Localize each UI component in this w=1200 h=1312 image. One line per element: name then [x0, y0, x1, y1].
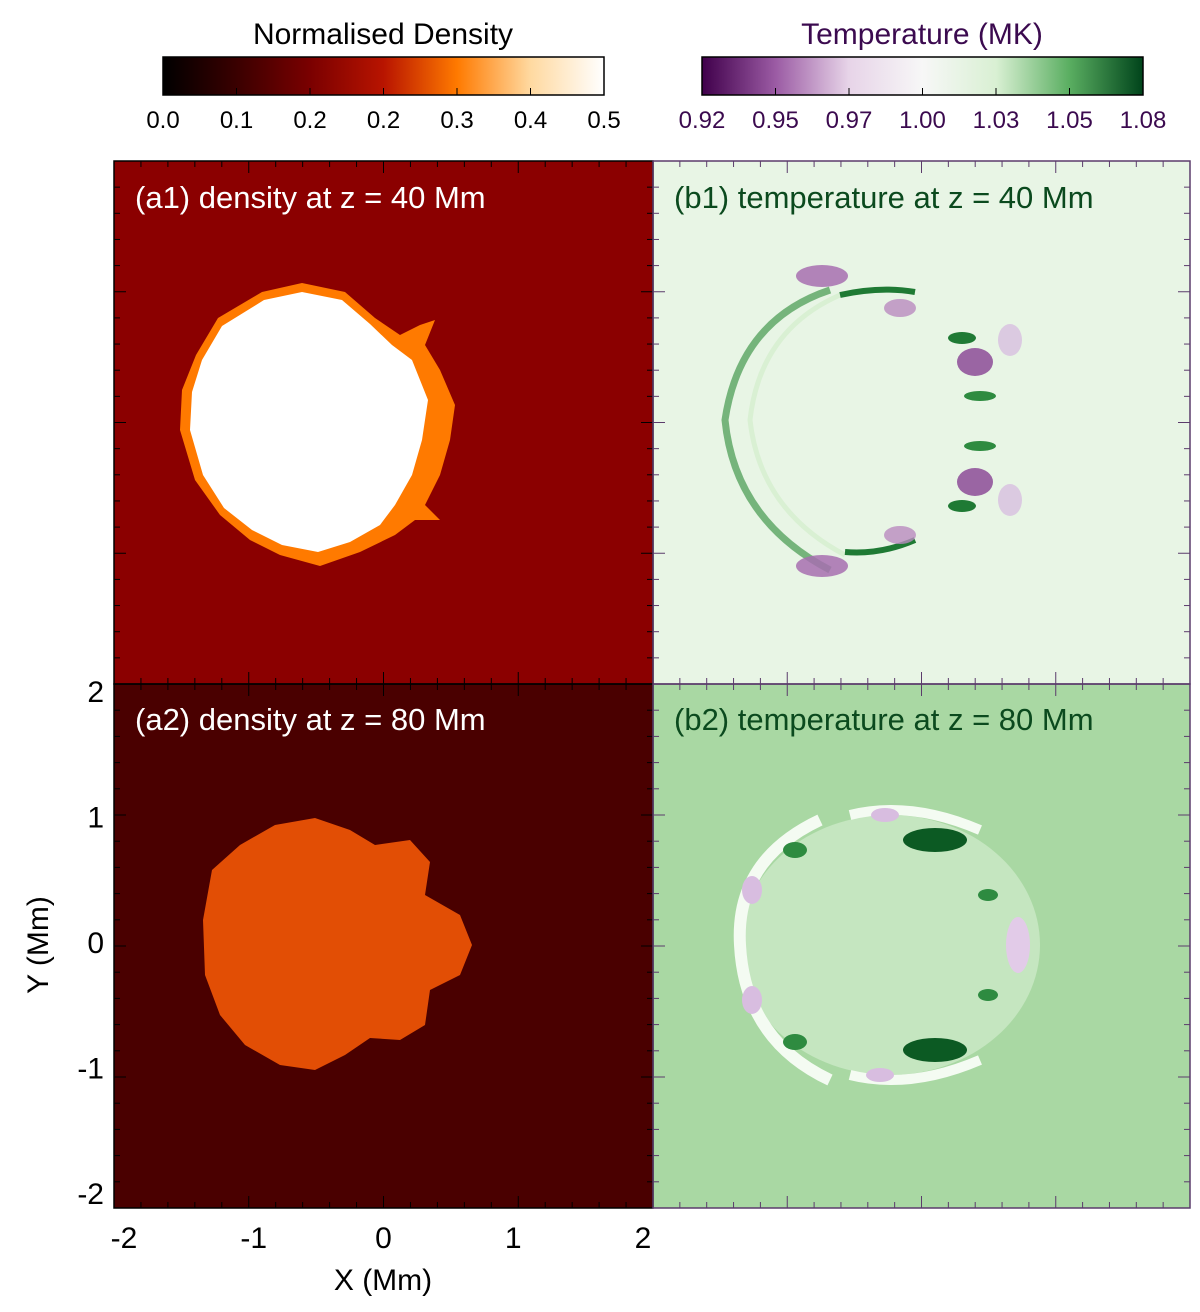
panel-b2-inner-region — [740, 815, 1040, 1075]
panel-b1-purple-spot-1 — [796, 265, 848, 287]
panel-b2-purple-spot-5 — [1006, 917, 1030, 973]
y-tick-label-4: -2 — [77, 1178, 104, 1211]
temperature-colorbar-tick-label-2: 0.97 — [826, 107, 873, 134]
panel-b2-label: (b2) temperature at z = 80 Mm — [674, 702, 1094, 737]
density-colorbar-tick-label-2: 0.2 — [293, 107, 326, 134]
panel-b1-green-spot-4 — [948, 500, 976, 512]
x-axis-label: X (Mm) — [334, 1264, 432, 1297]
panel-a1: (a1) density at z = 40 Mm — [114, 161, 653, 684]
x-tick-label-4: 2 — [635, 1222, 652, 1255]
panel-a2-density-blob — [203, 818, 472, 1070]
panel-b2-purple-spot-3 — [871, 808, 899, 822]
panel-a2: (a2) density at z = 80 Mm — [114, 684, 653, 1208]
y-tick-label-2: 0 — [87, 927, 104, 960]
panel-b1-label: (b1) temperature at z = 40 Mm — [674, 180, 1094, 215]
panel-b2-dark-green-spot-2 — [903, 1038, 967, 1062]
panel-b1-purple-spot-6 — [796, 555, 848, 577]
y-tick-label-0: 2 — [87, 676, 104, 709]
panel-b1-green-spot-1 — [948, 332, 976, 344]
panel-a2-label: (a2) density at z = 80 Mm — [135, 702, 486, 737]
panel-b2-purple-spot-4 — [866, 1068, 894, 1082]
panel-b2-green-spot-2 — [783, 1034, 807, 1050]
panel-b2-ring-white — [733, 814, 833, 1086]
density-colorbar: Normalised Density 0.0 0.1 0.2 0.2 0.3 0.4 0.5 — [146, 18, 620, 134]
panel-b1-purple-spot-3 — [957, 348, 993, 376]
temperature-colorbar-tick-label-6: 1.08 — [1120, 107, 1167, 134]
panel-a1-density-blob-core — [190, 292, 428, 552]
panel-b1-purple-spot-5 — [884, 526, 916, 544]
x-tick-label-2: 0 — [375, 1222, 392, 1255]
panel-a1-label: (a1) density at z = 40 Mm — [135, 180, 486, 215]
x-tick-label-0: -2 — [111, 1222, 138, 1255]
y-tick-label-1: 1 — [87, 802, 104, 835]
temperature-colorbar-tick-label-3: 1.00 — [899, 107, 946, 134]
panel-b2-purple-spot-1 — [742, 876, 762, 904]
panel-b2-bottom-arc — [848, 1055, 982, 1085]
panel-b1-pale-spot-2 — [998, 484, 1022, 516]
y-tick-label-3: -1 — [77, 1053, 104, 1086]
panel-b1-background — [653, 161, 1190, 684]
density-colorbar-title: Normalised Density — [253, 18, 513, 51]
temperature-colorbar-tick-label-5: 1.05 — [1046, 107, 1093, 134]
panel-b2-green-spot-1 — [783, 842, 807, 858]
panel-b2: (b2) temperature at z = 80 Mm — [653, 684, 1190, 1208]
density-colorbar-tick-label-0: 0.0 — [146, 107, 179, 134]
panel-b2-top-arc — [848, 805, 982, 835]
panel-b2-purple-spot-2 — [742, 986, 762, 1014]
panel-b2-green-spot-3 — [978, 889, 998, 901]
panel-b1-top-arc — [839, 286, 916, 298]
y-axis-label: Y (Mm) — [22, 896, 55, 994]
x-tick-label-1: -1 — [240, 1222, 267, 1255]
density-colorbar-tick-label-4: 0.3 — [440, 107, 473, 134]
panel-b1-green-spot-3 — [964, 441, 996, 451]
temperature-colorbar-tick-label-4: 1.03 — [973, 107, 1020, 134]
temperature-colorbar: Temperature (MK) 0.92 0.95 0.97 1.00 1.03 1.0… — [679, 18, 1167, 134]
panel-b1-green-spot-2 — [964, 391, 996, 401]
panel-b1-pale-spot-1 — [998, 324, 1022, 356]
panel-b1: (b1) temperature at z = 40 Mm — [653, 161, 1190, 684]
temperature-colorbar-title: Temperature (MK) — [801, 18, 1043, 51]
temperature-colorbar-tick-label-0: 0.92 — [679, 107, 726, 134]
density-colorbar-tick-label-3: 0.2 — [367, 107, 400, 134]
temperature-colorbar-tick-label-1: 0.95 — [752, 107, 799, 134]
panel-b1-ring-inner — [747, 292, 847, 558]
panel-b1-purple-spot-2 — [884, 299, 916, 317]
panel-b2-dark-green-spot-1 — [903, 828, 967, 852]
panel-b1-purple-spot-4 — [957, 468, 993, 496]
panel-b1-ring-outer — [721, 286, 832, 574]
density-colorbar-tick-label-5: 0.4 — [514, 107, 547, 134]
panel-b2-green-spot-4 — [978, 989, 998, 1001]
x-tick-label-3: 1 — [505, 1222, 522, 1255]
density-colorbar-tick-label-6: 0.5 — [587, 107, 620, 134]
density-colorbar-tick-label-1: 0.1 — [220, 107, 253, 134]
